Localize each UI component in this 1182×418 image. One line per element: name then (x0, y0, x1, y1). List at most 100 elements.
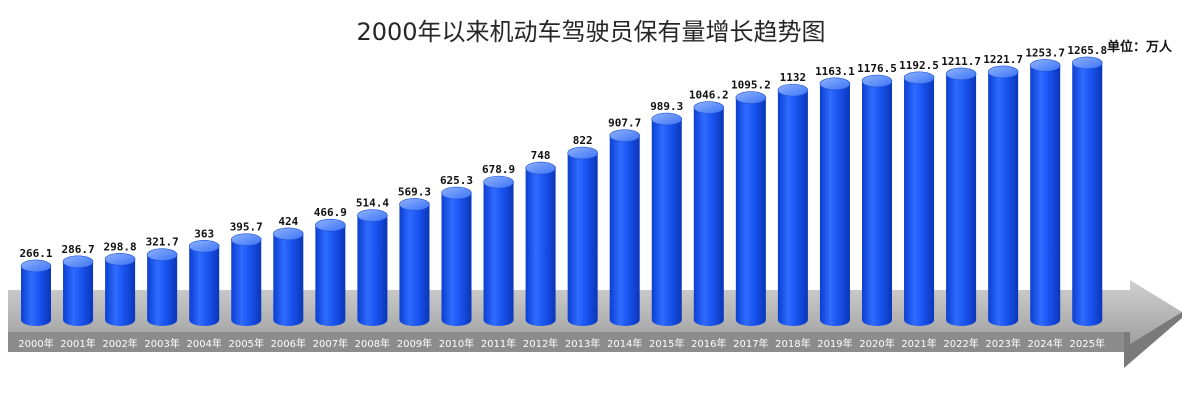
bar-body (441, 193, 472, 326)
category-label: 2000年 (18, 337, 53, 350)
bar-cap (441, 186, 472, 200)
bar-body (63, 261, 94, 326)
bar (525, 161, 556, 326)
category-label: 2023年 (985, 337, 1020, 350)
bar-cap (188, 239, 220, 253)
bar (357, 209, 388, 326)
category-label: 2012年 (523, 337, 558, 350)
bar-cap (861, 74, 893, 88)
value-label: 678.9 (482, 163, 515, 176)
category-label: 2017年 (733, 337, 768, 350)
value-label: 395.7 (230, 221, 263, 234)
bar-cap (357, 209, 388, 222)
category-label: 2002年 (102, 337, 137, 350)
arrow-front-face (8, 332, 1124, 352)
value-label: 466.9 (314, 206, 347, 219)
bar (399, 198, 430, 326)
value-label: 1132 (780, 71, 807, 84)
bars-layer (20, 56, 1103, 327)
bar-cap (777, 83, 809, 97)
bar-body (273, 233, 304, 326)
chart-title: 2000年以来机动车驾驶员保有量增长趋势图 (356, 18, 826, 46)
bar (188, 239, 220, 326)
bar (315, 218, 346, 326)
value-label: 1253.7 (1025, 46, 1065, 59)
value-label: 1192.5 (899, 59, 939, 72)
category-label: 2025年 (1070, 337, 1105, 350)
category-label: 2008年 (355, 337, 390, 350)
value-label: 298.8 (104, 240, 137, 253)
category-label: 2020年 (859, 337, 894, 350)
category-label: 2006年 (271, 337, 306, 350)
category-label: 2011年 (481, 337, 516, 350)
bar (230, 233, 262, 326)
bar (987, 65, 1019, 326)
bar-body (777, 90, 808, 327)
bar-body (399, 204, 430, 326)
bar (651, 112, 683, 326)
bar-body (231, 239, 262, 326)
bar-body (315, 225, 346, 326)
value-label: 748 (531, 149, 551, 162)
arrow-head-side (1124, 312, 1182, 368)
bar-body (609, 135, 640, 326)
bar (146, 248, 178, 326)
value-label: 1046.2 (689, 89, 729, 102)
bar-cap (903, 71, 935, 85)
bar-cap (1071, 56, 1103, 70)
value-label: 1221.7 (983, 53, 1023, 66)
value-label: 907.7 (608, 117, 641, 130)
bar-body (567, 153, 598, 326)
bar-body (1030, 65, 1061, 326)
bar-body (862, 81, 892, 326)
bar-cap (735, 91, 767, 104)
bar (735, 91, 767, 327)
bar-cap (651, 112, 683, 126)
bar-cap (567, 146, 598, 160)
category-label: 2010年 (439, 337, 474, 350)
bar-cap (945, 67, 977, 81)
bar-body (189, 246, 220, 326)
value-label: 363 (194, 227, 214, 240)
bar-body (147, 254, 178, 326)
bar-body (819, 83, 850, 326)
category-label: 2013年 (565, 337, 600, 350)
bar (104, 253, 136, 326)
value-label: 286.7 (61, 243, 94, 256)
category-label: 2009年 (397, 337, 432, 350)
bar (1071, 56, 1103, 327)
bar-body (735, 97, 766, 327)
bar (62, 255, 94, 326)
bar-cap (1029, 59, 1061, 72)
value-label: 1176.5 (857, 62, 897, 75)
value-label: 822 (573, 134, 593, 147)
bar-body (357, 215, 388, 326)
category-label: 2001年 (60, 337, 95, 350)
category-label: 2021年 (901, 337, 936, 350)
bar-body (1072, 62, 1103, 327)
value-label: 1265.8 (1067, 44, 1107, 57)
bar-cap (146, 248, 178, 261)
bar-body (105, 259, 136, 326)
bar-body (21, 265, 51, 326)
bar-cap (819, 77, 851, 91)
value-label: 625.3 (440, 174, 473, 187)
category-label: 2016年 (691, 337, 726, 350)
bar-body (904, 77, 935, 326)
bar (609, 129, 641, 326)
bar-body (483, 182, 514, 326)
bar-cap (483, 175, 514, 189)
bar (483, 175, 514, 326)
bar-cap (693, 101, 725, 114)
value-label: 424 (278, 215, 298, 228)
bar-body (525, 168, 556, 326)
bar-cap (230, 233, 262, 246)
labels-layer: 266.1 2000年 286.7 2001年 298.8 2002年 321.7 2003年… (18, 44, 1107, 350)
value-label: 1095.2 (731, 79, 771, 92)
value-label: 321.7 (146, 236, 179, 249)
category-label: 2022年 (943, 337, 978, 350)
bar (861, 74, 893, 326)
bar-cap (399, 198, 430, 211)
bar (819, 77, 851, 326)
